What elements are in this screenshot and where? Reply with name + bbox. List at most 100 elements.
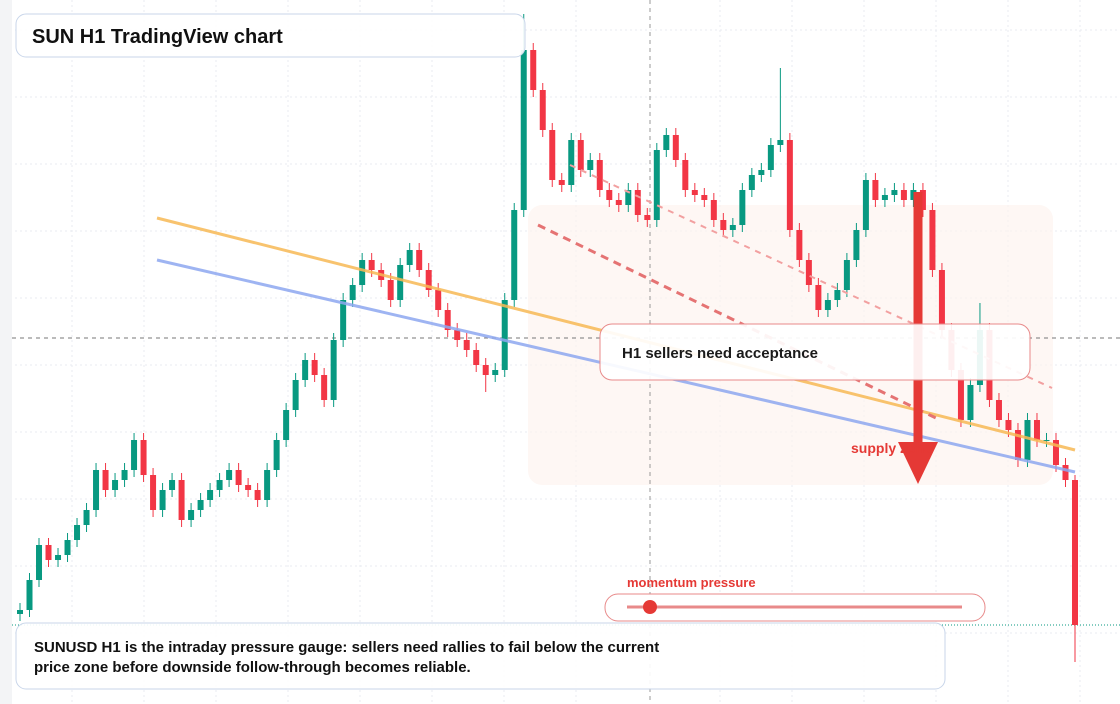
candle-body — [796, 230, 803, 260]
candle-body — [1005, 420, 1012, 430]
candle-body — [1072, 480, 1078, 625]
candle-body — [121, 470, 128, 480]
candle-body — [435, 290, 442, 310]
candle-body — [957, 370, 964, 420]
candle-body — [178, 480, 185, 520]
candle-body — [254, 490, 261, 500]
candle-body — [758, 170, 765, 175]
candle-body — [150, 475, 157, 510]
candle-body — [482, 365, 489, 375]
candle-body — [444, 310, 451, 330]
candle-body — [207, 490, 214, 500]
candle-body — [397, 265, 404, 300]
title-box — [15, 13, 526, 58]
candle-body — [140, 440, 147, 475]
candle-body — [473, 350, 480, 365]
candle-body — [568, 140, 575, 185]
candle-body — [36, 545, 43, 580]
candle-body — [226, 470, 233, 480]
candle-body — [112, 480, 119, 490]
candle-body — [55, 555, 62, 560]
gauge-knob — [643, 600, 657, 614]
candle-body — [558, 180, 565, 185]
candle-body — [539, 90, 546, 130]
candle-body — [216, 480, 223, 490]
candle-body — [425, 270, 432, 290]
candle-body — [188, 510, 195, 520]
candle-body — [549, 130, 556, 180]
candle-body — [729, 225, 736, 230]
candle-body — [311, 360, 318, 375]
candle-body — [644, 215, 651, 220]
note-wrap: SUNUSD H1 is the intraday pressure gauge… — [34, 639, 660, 676]
candle-body — [596, 160, 603, 190]
candle-body — [891, 190, 898, 195]
candle-body — [748, 175, 755, 190]
candle-body — [824, 300, 831, 310]
candle-body — [74, 525, 81, 540]
note-box — [15, 622, 946, 690]
candle-body — [368, 260, 375, 270]
candle-body — [273, 440, 280, 470]
candle-body — [615, 200, 622, 205]
candle-body — [577, 140, 584, 170]
candle-body — [463, 340, 470, 350]
candle-body — [1052, 440, 1059, 465]
candle-body — [720, 220, 727, 230]
candle-body — [45, 545, 52, 560]
candle-body — [919, 190, 926, 210]
candle-body — [245, 485, 252, 490]
candle-body — [995, 400, 1002, 420]
candle-body — [663, 135, 670, 150]
supply-zone-label: supply zone — [851, 440, 932, 456]
candle-body — [691, 190, 698, 195]
candle-body — [283, 410, 290, 440]
candle-body — [454, 330, 461, 340]
trend-line-dashed-light — [569, 164, 1053, 389]
candle-body — [710, 200, 717, 220]
candle-body — [815, 285, 822, 310]
candle-body — [1062, 465, 1069, 480]
left-edge — [0, 0, 12, 704]
candle-body — [767, 145, 774, 170]
candle-body — [1014, 430, 1021, 460]
candle-body — [672, 135, 679, 160]
candle-body — [530, 50, 537, 90]
chart-title: SUN H1 TradingView chart — [32, 26, 283, 48]
candle-body — [587, 160, 594, 170]
candle-body — [606, 190, 613, 200]
candle-body — [93, 470, 100, 510]
candle-body — [264, 470, 271, 500]
candle-body — [701, 195, 708, 200]
candle-body — [302, 360, 309, 380]
candle-body — [862, 180, 869, 230]
candle-body — [853, 230, 860, 260]
candle-body — [929, 210, 936, 270]
candle-body — [739, 190, 746, 225]
candle-body — [169, 480, 176, 490]
candle-body — [967, 385, 974, 420]
candle-body — [1024, 420, 1031, 460]
candle-body — [321, 375, 328, 400]
note-text: SUNUSD H1 is the intraday pressure gauge… — [34, 639, 660, 676]
candle-body — [501, 300, 508, 370]
candle-body — [881, 195, 888, 200]
candle-body — [872, 180, 879, 200]
candle-body — [292, 380, 299, 410]
candle-body — [834, 290, 841, 300]
candle-body — [416, 250, 423, 270]
candle-body — [520, 50, 527, 210]
candle-body — [1033, 420, 1040, 440]
candle-body — [102, 470, 109, 490]
candle-body — [625, 190, 632, 205]
down-arrow-head — [898, 442, 938, 484]
annotation-box — [599, 323, 1031, 381]
candle-body — [159, 490, 166, 510]
candle-body — [406, 250, 413, 265]
candle-body — [938, 270, 945, 330]
candle-body — [805, 260, 812, 285]
candle-body — [64, 540, 71, 555]
candle-body — [349, 285, 356, 300]
candle-body — [330, 340, 337, 400]
